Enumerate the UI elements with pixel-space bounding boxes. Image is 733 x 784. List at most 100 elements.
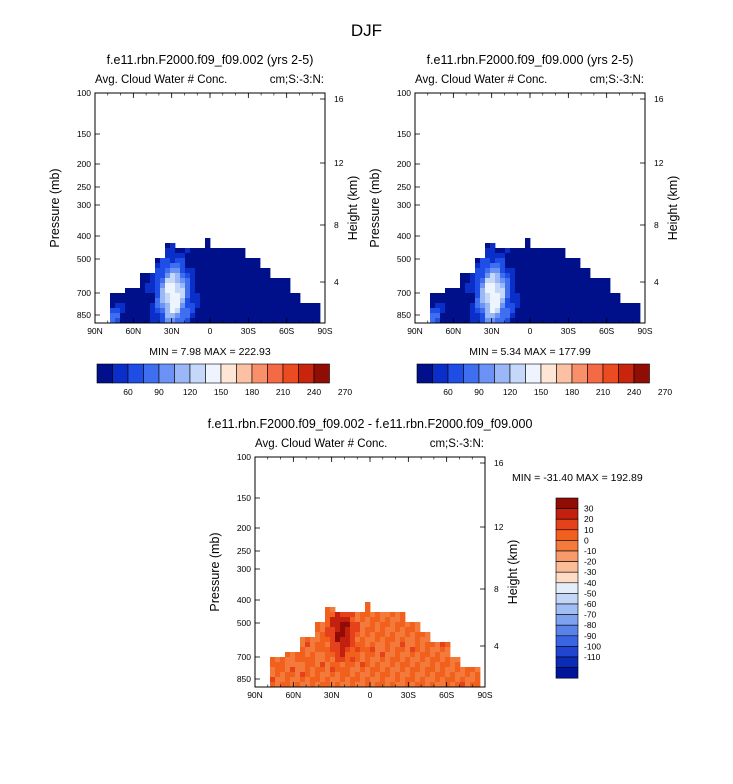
data-cell [375,667,381,673]
data-cell [365,622,371,628]
data-cell [230,258,236,264]
data-cell [510,263,516,269]
data-cell [250,298,256,304]
data-cell [475,283,481,289]
data-cell [430,672,436,678]
data-cell [530,258,536,264]
colorbar-label: -30 [584,567,597,577]
data-cell [190,263,196,269]
data-cell [330,672,336,678]
data-cell [315,652,321,658]
data-cell [310,682,316,688]
data-cell [595,283,601,289]
data-cell [280,298,286,304]
data-cell [230,283,236,289]
data-cell [540,288,546,294]
data-cell [185,283,191,289]
data-cell [490,288,496,294]
data-cell [550,253,556,259]
colorbar-swatch [555,550,579,562]
data-cell [175,253,181,259]
data-cell [480,298,486,304]
data-cell [510,283,516,289]
data-cell [160,288,166,294]
data-cell [235,263,241,269]
data-cell [465,278,471,284]
data-cell [155,293,161,299]
data-cell [245,283,251,289]
data-cell [480,263,486,269]
data-cell [375,642,381,648]
data-cell [375,652,381,658]
data-cell [525,293,531,299]
data-cell [160,263,166,269]
data-cell [295,672,301,678]
data-cell [180,253,186,259]
data-cell [400,622,406,628]
data-cell [535,288,541,294]
data-cell [435,662,441,668]
data-cell [380,647,386,653]
data-cell [540,283,546,289]
data-cell [560,313,566,319]
data-cell [235,318,241,324]
data-cell [470,278,476,284]
data-cell [180,308,186,314]
data-cell [395,652,401,658]
panel-right-label-bottom: cm;S:-3:N: [429,438,484,450]
data-cell [335,642,341,648]
data-cell [305,637,311,643]
data-cell [305,672,311,678]
data-cell [330,662,336,668]
data-cell [450,667,456,673]
data-cell [215,293,221,299]
data-cell [210,278,216,284]
data-cell [475,258,481,264]
data-cell [530,283,536,289]
colorbar-swatch [555,635,579,647]
data-cell [440,642,446,648]
panel-left-label-bottom: Avg. Cloud Water # Conc. [255,438,388,450]
data-cell [430,303,436,309]
data-cell [475,682,481,688]
data-cell [575,293,581,299]
data-cell [125,298,131,304]
data-cell [140,313,146,319]
data-cell [590,303,596,309]
data-cell [330,647,336,653]
data-cell [505,253,511,259]
data-cell [445,308,451,314]
data-cell [400,632,406,638]
data-cell [560,288,566,294]
data-cell [315,642,321,648]
data-cell [205,268,211,274]
colorbar-label: 270 [658,387,672,397]
data-cell [585,298,591,304]
data-cell [230,298,236,304]
data-cell [150,273,156,279]
colorbar-label: 90 [474,387,484,397]
data-cell [385,622,391,628]
data-cell [240,283,246,289]
data-cell [410,677,416,683]
data-cell [285,662,291,668]
data-cell [435,667,441,673]
data-cell [530,313,536,319]
data-cell [385,652,391,658]
data-cell [605,288,611,294]
data-cell [435,318,441,324]
data-cell [325,667,331,673]
data-cell [190,318,196,324]
data-cell [545,273,551,279]
colorbar-label: 120 [183,387,197,397]
data-cell [635,308,641,314]
data-cell [215,298,221,304]
data-cell [265,273,271,279]
data-cell [355,617,361,623]
x-tick-label: 60N [446,326,462,336]
data-cell [250,308,256,314]
data-cell [345,632,351,638]
colorbar-swatch [189,363,206,384]
data-cell [160,278,166,284]
data-cell [425,642,431,648]
